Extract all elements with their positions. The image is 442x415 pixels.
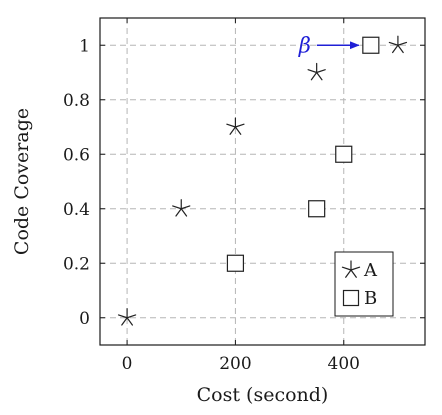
asterisk-stroke xyxy=(392,44,399,54)
annotation-label: β xyxy=(298,33,311,57)
asterisk-stroke xyxy=(117,314,128,319)
legend-asterisk-icon xyxy=(341,260,361,278)
asterisk-stroke xyxy=(310,71,318,81)
x-tick-label: 200 xyxy=(219,354,251,374)
y-tick-label: 0.8 xyxy=(63,91,90,111)
asterisk-stroke xyxy=(229,126,237,135)
x-tick-label: 0 xyxy=(122,354,133,374)
asterisk-stroke xyxy=(126,314,137,319)
y-tick-label: 0.4 xyxy=(63,200,90,220)
y-tick-label: 0.6 xyxy=(63,145,90,165)
legend: AB xyxy=(334,251,394,317)
plot-frame xyxy=(99,17,426,346)
data-points xyxy=(117,35,408,326)
y-tick-label: 0.2 xyxy=(63,254,90,274)
asterisk-stroke xyxy=(316,71,323,81)
point-b xyxy=(226,254,245,272)
y-axis-label: Code Coverage xyxy=(11,108,33,255)
asterisk-stroke xyxy=(226,123,237,128)
x-axis-label: Cost (second) xyxy=(197,384,329,406)
y-tick-label: 0 xyxy=(79,309,90,329)
point-b xyxy=(308,200,326,218)
asterisk-stroke xyxy=(180,205,191,210)
legend-label: A xyxy=(363,260,378,281)
asterisk-stroke xyxy=(397,41,408,46)
asterisk-stroke xyxy=(126,317,133,326)
asterisk-stroke xyxy=(307,69,318,74)
annotations: β xyxy=(298,33,360,57)
point-a xyxy=(307,62,326,81)
asterisk-stroke xyxy=(397,44,404,54)
asterisk-stroke xyxy=(350,269,357,278)
point-b xyxy=(335,145,353,163)
asterisk-stroke xyxy=(341,266,352,271)
asterisk-stroke xyxy=(316,69,326,74)
asterisk-stroke xyxy=(388,41,399,46)
asterisk-stroke xyxy=(345,269,352,278)
asterisk-stroke xyxy=(172,205,182,210)
asterisk-stroke xyxy=(121,317,128,326)
asterisk-stroke xyxy=(180,208,188,217)
legend-square-icon xyxy=(342,289,360,307)
asterisk-stroke xyxy=(234,123,245,128)
asterisk-stroke xyxy=(175,208,182,217)
point-a xyxy=(226,117,245,135)
asterisk-stroke xyxy=(234,126,242,135)
asterisk-stroke xyxy=(350,266,361,271)
legend-label: B xyxy=(364,288,377,309)
point-a xyxy=(172,199,191,217)
grid-lines xyxy=(100,18,425,345)
axis-ticks: 0 200 400 0 0.2 0.4 0.6 0.8 1 xyxy=(63,18,425,374)
point-b xyxy=(362,36,380,54)
point-a xyxy=(388,35,408,54)
x-tick-label: 400 xyxy=(328,354,360,374)
point-a xyxy=(117,308,137,326)
y-tick-label: 1 xyxy=(79,36,90,56)
